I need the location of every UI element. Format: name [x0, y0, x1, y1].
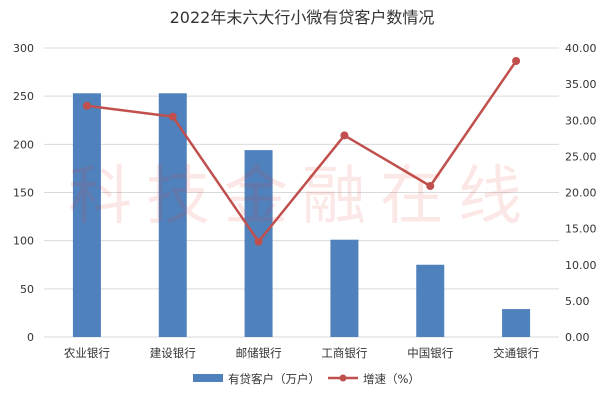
right-tick-label: 10.00 [565, 259, 597, 272]
left-axis: 0 50 100 150 200 250 300 [13, 42, 34, 344]
gridlines [44, 47, 559, 338]
left-tick-label: 150 [13, 187, 34, 200]
line-series [82, 57, 521, 246]
category-label: 交通银行 [493, 346, 539, 360]
category-label: 中国银行 [407, 346, 453, 360]
line-point [168, 112, 177, 121]
left-tick-label: 300 [13, 42, 34, 55]
legend: 有贷客户（万户） 增速（%） [193, 372, 420, 386]
right-tick-label: 25.00 [565, 150, 597, 163]
line-point [340, 131, 349, 140]
legend-bar-swatch [193, 374, 223, 382]
right-tick-label: 5.00 [565, 295, 590, 308]
line-point [254, 237, 263, 246]
legend-bar-label: 有贷客户（万户） [228, 372, 320, 386]
left-tick-label: 50 [20, 283, 34, 296]
left-tick-label: 100 [13, 235, 34, 248]
category-axis: 农业银行 建设银行 邮储银行 工商银行 中国银行 交通银行 [64, 346, 539, 360]
left-tick-label: 200 [13, 138, 34, 151]
line-point [82, 101, 91, 110]
bar [416, 264, 445, 337]
right-tick-label: 35.00 [565, 78, 597, 91]
left-tick-label: 0 [27, 331, 34, 344]
right-tick-label: 15.00 [565, 223, 597, 236]
right-tick-label: 30.00 [565, 114, 597, 127]
right-tick-label: 0.00 [565, 331, 590, 344]
category-label: 邮储银行 [236, 346, 282, 360]
right-tick-label: 20.00 [565, 187, 597, 200]
right-axis: 0.00 5.00 10.00 15.00 20.00 25.00 30.00 35.00 40… [565, 42, 597, 344]
legend-line-label: 增速（%） [363, 372, 420, 386]
category-label: 建设银行 [150, 346, 196, 360]
line-path [86, 60, 518, 243]
bar [158, 93, 187, 337]
category-label: 工商银行 [321, 346, 367, 360]
legend-line-marker [339, 374, 347, 382]
bar [72, 93, 101, 337]
watermark: 科技金融在线 [68, 160, 536, 234]
bar [502, 309, 531, 337]
left-tick-label: 250 [13, 90, 34, 103]
bar [330, 239, 359, 337]
right-tick-label: 40.00 [565, 42, 597, 55]
chart-title: 2022年末六大行小微有贷客户数情况 [170, 8, 435, 27]
category-label: 农业银行 [64, 346, 110, 360]
line-point [426, 181, 435, 190]
line-point [512, 57, 521, 66]
